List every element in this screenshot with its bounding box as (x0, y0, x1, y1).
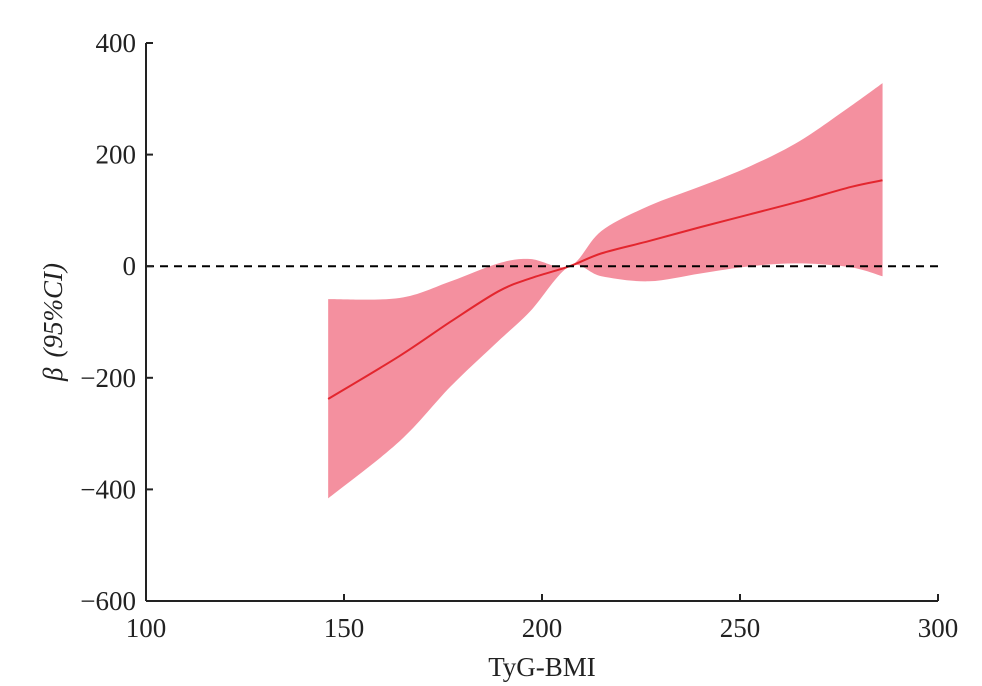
x-axis-label: TyG-BMI (488, 652, 596, 682)
y-axis-label: β (95%CI) (38, 263, 68, 382)
y-axis-label-symbol: β (38, 367, 68, 382)
ticks: 100 150 200 250 300 400 200 0 −200 −400 −600 (80, 28, 958, 643)
x-tick-label: 300 (918, 613, 959, 643)
x-tick-label: 200 (522, 613, 563, 643)
y-tick-label: −200 (80, 363, 136, 393)
x-tick-label: 150 (324, 613, 365, 643)
y-axis-label-ci: (95%CI) (38, 263, 68, 357)
y-tick-label: −600 (80, 586, 136, 616)
confidence-band (328, 83, 883, 499)
y-tick-label: 0 (123, 251, 137, 281)
y-tick-label: 400 (96, 28, 137, 58)
x-tick-label: 250 (720, 613, 761, 643)
y-tick-label: 200 (96, 140, 137, 170)
confidence-band-layer (328, 83, 883, 499)
y-tick-label: −400 (80, 474, 136, 504)
beta-line (327, 179, 883, 400)
line-layer (327, 179, 883, 400)
x-tick-label: 100 (126, 613, 167, 643)
